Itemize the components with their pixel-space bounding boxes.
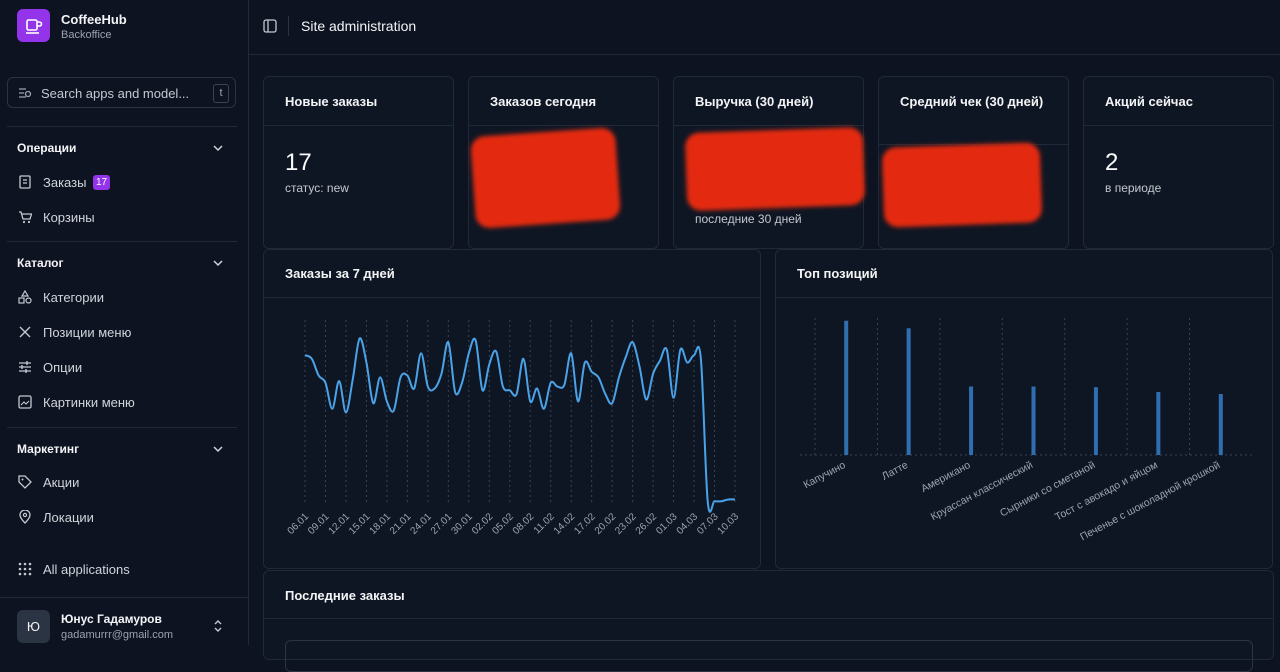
divider xyxy=(0,597,248,598)
card-divider xyxy=(264,618,1273,619)
search-shortcut: t xyxy=(213,84,229,103)
nav-item[interactable]: Картинки меню xyxy=(43,395,135,410)
recent-orders-card: Последние заказы xyxy=(263,570,1274,672)
card-divider xyxy=(1084,125,1273,126)
nav-item[interactable]: Категории xyxy=(43,290,104,305)
chart-card: Заказы за 7 дней xyxy=(263,249,761,569)
images-icon xyxy=(18,395,32,409)
stat-title: Заказов сегодня xyxy=(490,94,597,109)
chevron[interactable] xyxy=(213,444,223,454)
nav-item[interactable]: Заказы xyxy=(43,175,87,190)
chevron[interactable] xyxy=(213,258,223,268)
card-divider xyxy=(264,297,760,298)
stat-caption: последние 30 дней xyxy=(695,212,802,226)
recent-orders-title: Последние заказы xyxy=(285,588,405,603)
categories-icon xyxy=(18,290,32,304)
chevron[interactable] xyxy=(213,143,223,153)
options-icon xyxy=(19,361,31,373)
nav-item[interactable]: Опции xyxy=(43,360,83,375)
chart-title: Топ позиций xyxy=(797,266,878,281)
header-divider xyxy=(249,54,1280,55)
stat-value: 2 xyxy=(1105,149,1119,176)
card-divider xyxy=(469,125,658,126)
nav-item[interactable]: Локации xyxy=(43,510,94,525)
brand-logo[interactable] xyxy=(17,9,50,42)
card-divider xyxy=(264,125,453,126)
stat-value: 17 xyxy=(285,149,312,176)
divider xyxy=(7,427,237,428)
stat-title: Средний чек (30 дней) xyxy=(900,94,1044,109)
stat-card: Средний чек (30 дней) xyxy=(878,76,1069,249)
menu-icon xyxy=(19,326,31,338)
redaction xyxy=(469,127,622,229)
section-title[interactable]: Маркетинг xyxy=(17,442,80,456)
stat-card: Выручка (30 дней) последние 30 дней xyxy=(673,76,866,249)
user-avatar[interactable]: Ю xyxy=(17,610,50,643)
section-title[interactable]: Операции xyxy=(17,141,77,155)
search-placeholder: Search apps and model... xyxy=(41,86,190,101)
stat-title: Выручка (30 дней) xyxy=(695,94,814,109)
stat-caption: в периоде xyxy=(1105,181,1162,195)
search-icon xyxy=(19,88,32,98)
divider xyxy=(7,241,237,242)
chart-card: Топ позиций xyxy=(775,249,1273,569)
chart-title: Заказы за 7 дней xyxy=(285,266,395,281)
brand-subtitle: Backoffice xyxy=(61,29,112,41)
search-box[interactable]: Search apps and model... t xyxy=(7,77,236,108)
header-title: Site administration xyxy=(301,18,417,34)
all-apps[interactable]: All applications xyxy=(43,562,130,577)
divider xyxy=(7,126,237,127)
stat-caption: статус: new xyxy=(285,181,349,195)
location-icon xyxy=(19,510,31,524)
header-separator xyxy=(288,16,289,36)
stat-title: Акций сейчас xyxy=(1105,94,1193,109)
logo-icon xyxy=(26,19,43,34)
orders-icon xyxy=(19,175,31,189)
brand-name: CoffeeHub xyxy=(61,12,127,27)
redaction xyxy=(881,142,1043,228)
stat-card: Акций сейчас 2 в периоде xyxy=(1083,76,1274,249)
redaction xyxy=(684,126,866,212)
user-menu[interactable] xyxy=(213,619,223,633)
apps-icon xyxy=(18,562,32,576)
user-email: gadamurrr@gmail.com xyxy=(61,629,174,641)
card-divider xyxy=(674,125,863,126)
stat-title: Новые заказы xyxy=(285,94,378,109)
sidebar: CoffeeHub Backoffice Search apps and mod… xyxy=(0,0,249,645)
nav-badge: 17 xyxy=(93,175,111,190)
user-name: Юнус Гадамуров xyxy=(61,612,162,626)
nav-item[interactable]: Акции xyxy=(43,475,80,490)
cart-icon xyxy=(19,211,32,224)
section-title[interactable]: Каталог xyxy=(17,256,64,270)
sidebar-toggle[interactable] xyxy=(263,19,277,33)
card-divider xyxy=(776,297,1272,298)
stat-card: Заказов сегодня xyxy=(468,76,659,249)
nav-item[interactable]: Позиции меню xyxy=(43,325,132,340)
stat-card: Новые заказы 17 статус: new xyxy=(263,76,454,249)
promo-icon xyxy=(18,475,32,489)
nav-item[interactable]: Корзины xyxy=(43,210,95,225)
